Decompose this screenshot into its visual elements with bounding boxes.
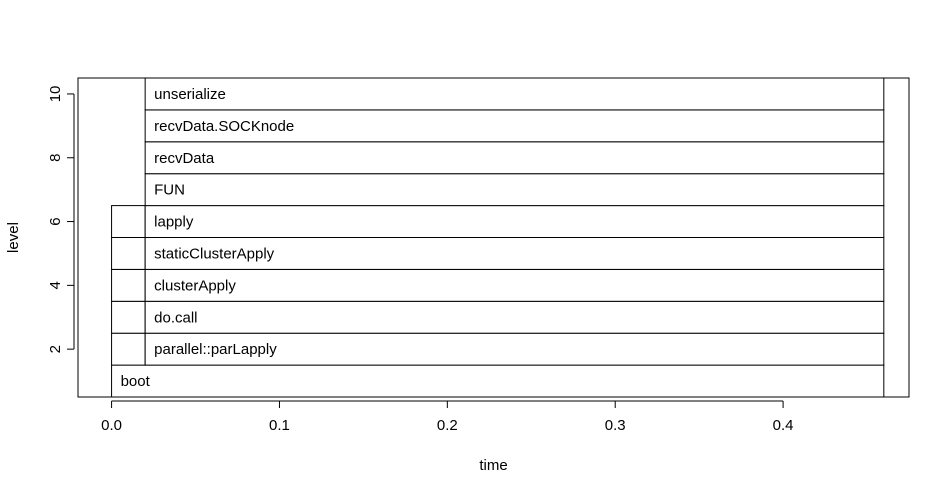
- frame-rect: [144, 77, 885, 111]
- plot-box: [77, 77, 910, 398]
- frame-rect: [144, 332, 885, 366]
- frame-label: recvData.SOCKnode: [154, 118, 294, 135]
- y-tick-label: 8: [47, 154, 64, 162]
- frame-label: recvData: [154, 150, 215, 167]
- y-tick-label: 6: [47, 217, 64, 225]
- frame-label: unserialize: [154, 86, 226, 103]
- frame-rect: [111, 300, 146, 334]
- frame-rect: [144, 300, 885, 334]
- x-tick-label: 0.2: [437, 417, 458, 434]
- frame-label: lapply: [154, 214, 194, 231]
- frame-rect: [144, 173, 885, 207]
- frame-rect: [144, 205, 885, 239]
- x-tick-label: 0.3: [605, 417, 626, 434]
- frame-rect: [111, 205, 146, 239]
- frame-rect: [111, 268, 146, 302]
- x-tick-label: 0.1: [269, 417, 290, 434]
- frame-label: staticClusterApply: [154, 245, 275, 262]
- x-axis-title: time: [479, 457, 507, 474]
- y-tick-label: 2: [47, 345, 64, 353]
- frame-label: FUN: [154, 182, 185, 199]
- x-tick-label: 0.0: [101, 417, 122, 434]
- y-axis: 2 4 6 8 10: [47, 86, 75, 353]
- frame-label: clusterApply: [154, 277, 236, 294]
- frame-rect: [111, 364, 885, 398]
- x-tick-label: 0.4: [773, 417, 794, 434]
- frame-rect: [111, 237, 146, 270]
- frame-rect: [144, 141, 885, 175]
- frame-label: parallel::parLapply: [154, 341, 277, 358]
- y-tick-label: 4: [47, 281, 64, 289]
- frame-rect: [144, 268, 885, 302]
- frame-rect: [111, 332, 146, 366]
- y-tick-label: 10: [47, 86, 64, 103]
- y-axis-title: level: [5, 222, 22, 253]
- frame-rect: [144, 237, 885, 270]
- frame-label: boot: [121, 373, 151, 390]
- x-axis: 0.0 0.1 0.2 0.3 0.4: [101, 400, 794, 434]
- frame-label: do.call: [154, 309, 197, 326]
